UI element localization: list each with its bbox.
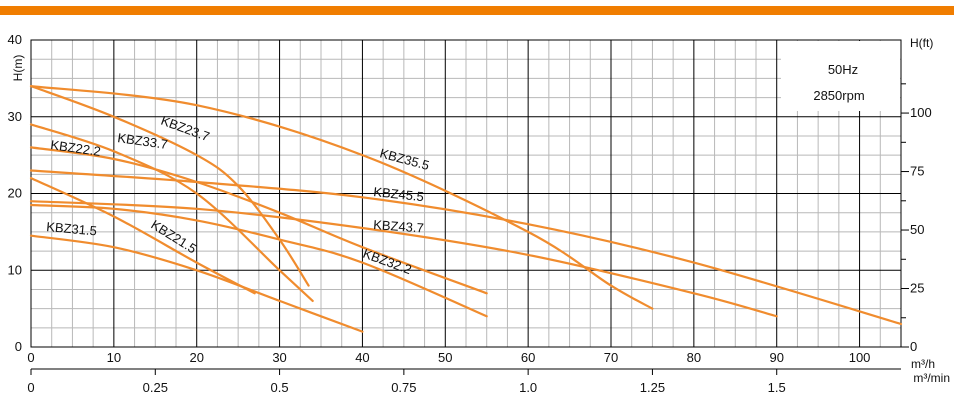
y-left-tick-label: 0 — [15, 339, 22, 354]
y-right-tick-label: 0 — [910, 339, 917, 354]
x-primary-tick-label: 60 — [521, 350, 535, 365]
curve-kbz31-5 — [29, 234, 364, 333]
x-secondary-tick-label: 0 — [27, 380, 34, 395]
curve-kbz33-7 — [29, 123, 314, 302]
x-secondary-unit: m³/min — [913, 371, 950, 385]
curve-kbz35-5 — [29, 85, 654, 310]
y-left-tick-label: 10 — [8, 262, 22, 277]
plot-frame — [30, 39, 902, 348]
y-right-tick-label: 25 — [910, 281, 924, 296]
curve-kbz43-7 — [29, 200, 778, 318]
curve-label-kbz31-5: KBZ31.5 — [46, 219, 98, 238]
y-left-tick-label: 30 — [8, 109, 22, 124]
x-primary-tick-label: 0 — [27, 350, 34, 365]
x-primary-tick-label: 70 — [604, 350, 618, 365]
y-right-tick-label: 100 — [910, 105, 932, 120]
curve-label-kbz35-5: KBZ35.5 — [378, 145, 431, 173]
curve-label-kbz45-5: KBZ45.5 — [373, 184, 425, 204]
x-secondary-tick-label: 0.25 — [143, 380, 168, 395]
y-left-tick-label: 40 — [8, 32, 22, 47]
curve-label-kbz33-7: KBZ33.7 — [117, 130, 169, 152]
curve-label-kbz43-7: KBZ43.7 — [373, 217, 425, 235]
x-primary-tick-label: 90 — [769, 350, 783, 365]
x-primary-tick-label: 80 — [687, 350, 701, 365]
curve-kbz32-2 — [29, 203, 488, 318]
x-secondary-tick-label: 1.0 — [519, 380, 537, 395]
curve-kbz21-5 — [29, 177, 256, 295]
info-box — [781, 41, 900, 111]
x-secondary-tick-label: 1.5 — [768, 380, 786, 395]
curve-label-kbz22-2: KBZ22.2 — [50, 137, 102, 159]
y-left-axis-title: H(m) — [11, 55, 25, 82]
x-secondary-tick-label: 0.75 — [391, 380, 416, 395]
y-right-tick-label: 75 — [910, 164, 924, 179]
curve-kbz45-5 — [29, 169, 903, 326]
x-primary-tick-label: 20 — [189, 350, 203, 365]
frequency-label: 50Hz — [828, 62, 858, 77]
curve-kbz22-2 — [29, 146, 488, 295]
x-primary-tick-label: 100 — [849, 350, 871, 365]
x-primary-tick-label: 40 — [355, 350, 369, 365]
y-right-tick-label: 50 — [910, 222, 924, 237]
x-secondary-tick-label: 1.25 — [640, 380, 665, 395]
top-accent-bar — [0, 6, 954, 15]
x-primary-tick-label: 30 — [272, 350, 286, 365]
y-right-axis-title: H(ft) — [910, 36, 933, 50]
speed-label: 2850rpm — [813, 88, 864, 103]
x-secondary-tick-label: 0.5 — [271, 380, 289, 395]
y-left-tick-label: 20 — [8, 186, 22, 201]
x-primary-tick-label: 10 — [107, 350, 121, 365]
x-primary-unit: m³/h — [911, 357, 935, 371]
x-primary-tick-label: 50 — [438, 350, 452, 365]
